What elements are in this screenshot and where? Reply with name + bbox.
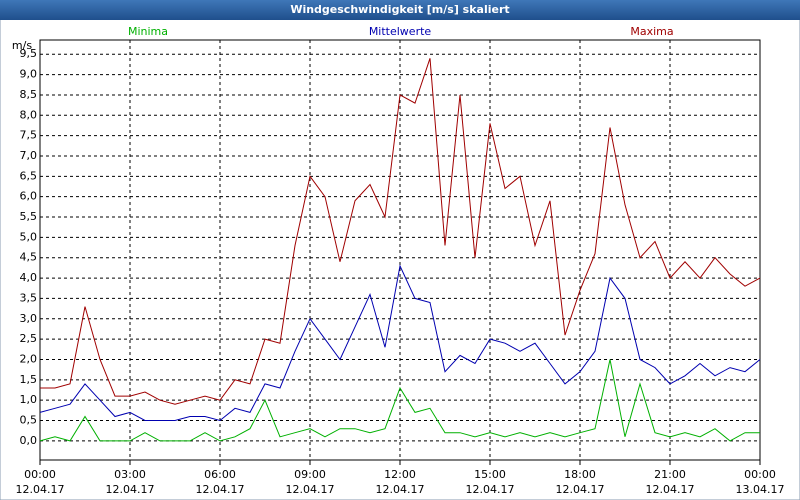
y-tick-label: 9,0 <box>20 68 38 81</box>
y-tick-label: 8,5 <box>20 88 38 101</box>
x-tick-date: 13.04.17 <box>736 483 785 496</box>
y-tick-label: 9,5 <box>20 47 38 60</box>
x-tick-label: 00:00 <box>744 468 776 481</box>
x-tick-date: 12.04.17 <box>466 483 515 496</box>
y-tick-label: 0,5 <box>20 414 38 427</box>
x-tick-label: 06:00 <box>204 468 236 481</box>
y-tick-label: 1,0 <box>20 393 38 406</box>
x-tick-label: 03:00 <box>114 468 146 481</box>
y-tick-label: 2,5 <box>20 332 38 345</box>
legend-label: Mittelwerte <box>369 25 432 38</box>
y-tick-label: 0,0 <box>20 434 38 447</box>
y-tick-label: 3,5 <box>20 291 38 304</box>
x-tick-label: 21:00 <box>654 468 686 481</box>
x-tick-label: 18:00 <box>564 468 596 481</box>
y-tick-label: 6,5 <box>20 169 38 182</box>
x-tick-label: 15:00 <box>474 468 506 481</box>
x-tick-date: 12.04.17 <box>16 483 65 496</box>
y-tick-label: 4,0 <box>20 271 38 284</box>
plot-border <box>39 39 761 461</box>
y-tick-label: 7,0 <box>20 149 38 162</box>
x-tick-date: 12.04.17 <box>646 483 695 496</box>
y-tick-label: 5,5 <box>20 210 38 223</box>
title-bar <box>0 0 800 20</box>
y-tick-label: 2,0 <box>20 352 38 365</box>
x-tick-date: 12.04.17 <box>286 483 335 496</box>
x-tick-date: 12.04.17 <box>106 483 155 496</box>
x-tick-label: 12:00 <box>384 468 416 481</box>
y-tick-label: 4,5 <box>20 251 38 264</box>
y-tick-label: 8,0 <box>20 108 38 121</box>
x-tick-date: 12.04.17 <box>376 483 425 496</box>
y-unit: m/s <box>12 39 32 52</box>
chart-title: Windgeschwindigkeit [m/s] skaliert <box>290 3 509 16</box>
y-tick-label: 3,0 <box>20 312 38 325</box>
x-tick-label: 00:00 <box>24 468 56 481</box>
x-tick-label: 09:00 <box>294 468 326 481</box>
y-tick-label: 5,0 <box>20 230 38 243</box>
legend-label: Maxima <box>630 25 673 38</box>
x-tick-date: 12.04.17 <box>556 483 605 496</box>
y-tick-label: 7,5 <box>20 129 38 142</box>
data-line <box>40 58 761 405</box>
x-tick-date: 12.04.17 <box>196 483 245 496</box>
y-tick-label: 1,5 <box>20 373 38 386</box>
data-line <box>39 359 760 442</box>
legend-label: Minima <box>128 25 168 38</box>
y-tick-label: 6,0 <box>20 190 38 203</box>
data-line <box>39 264 761 422</box>
